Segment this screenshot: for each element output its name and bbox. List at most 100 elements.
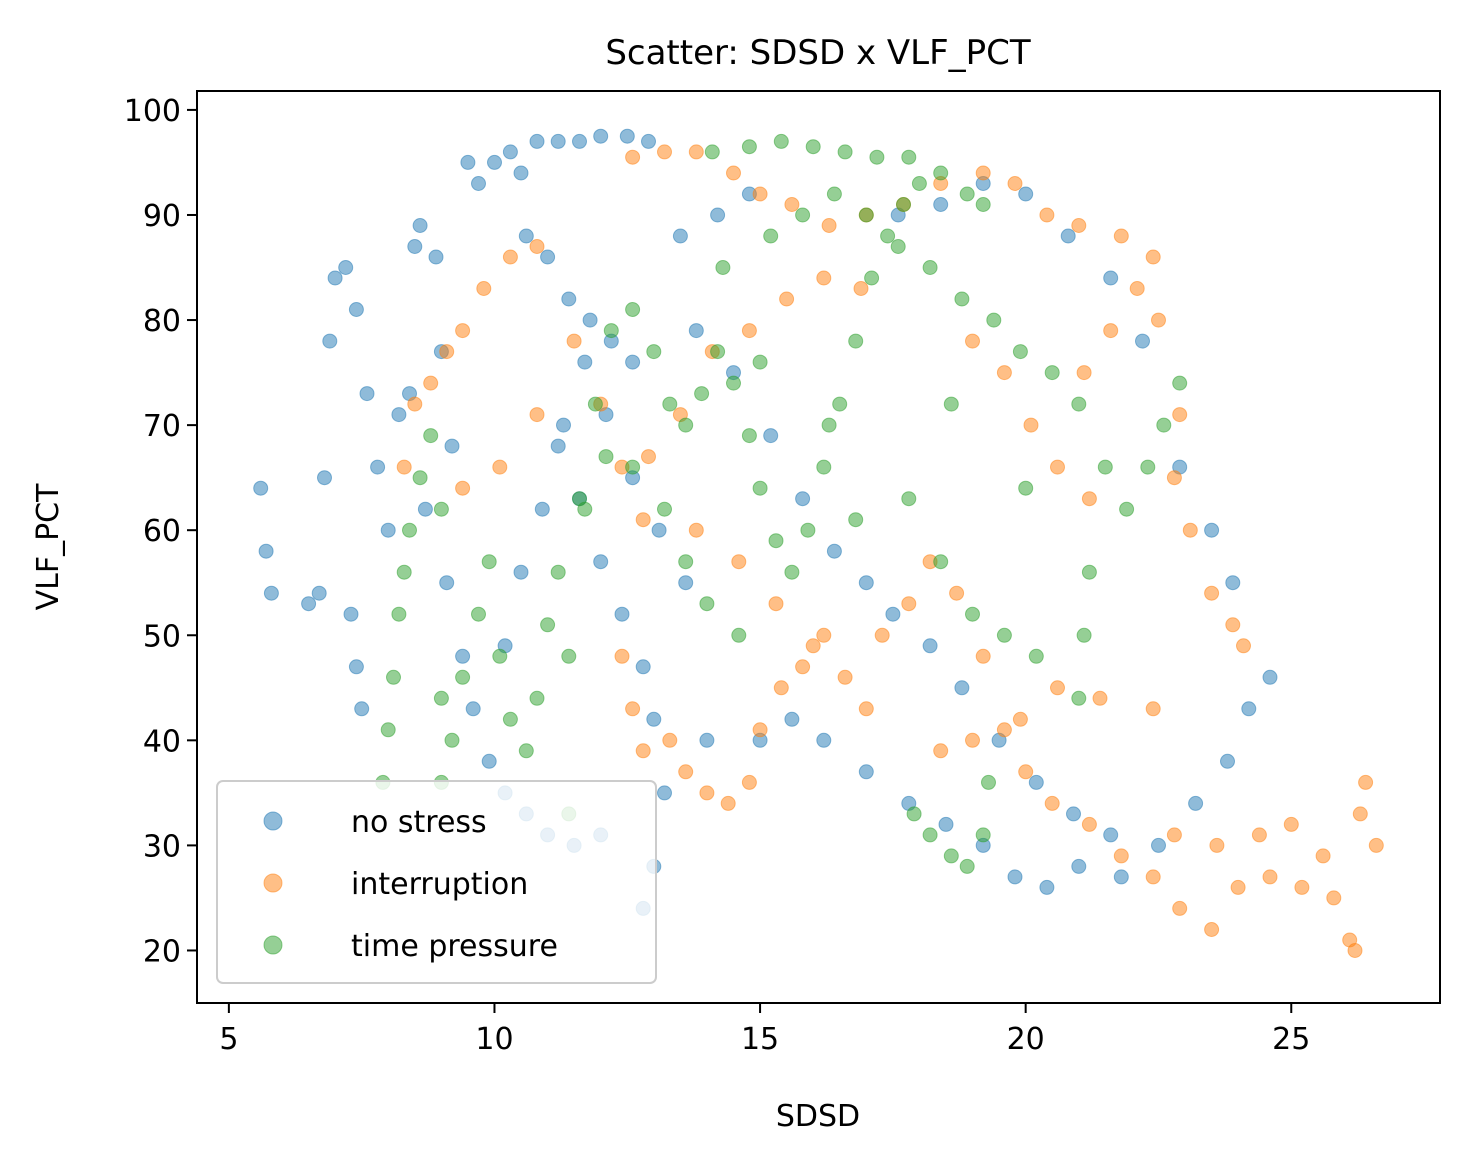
- data-point: [858, 764, 874, 780]
- data-point: [513, 165, 529, 181]
- data-point: [439, 344, 455, 360]
- data-point: [1172, 375, 1188, 391]
- data-point: [635, 743, 651, 759]
- data-point: [943, 396, 959, 412]
- data-point: [922, 638, 938, 654]
- data-point: [1113, 848, 1129, 864]
- data-point: [726, 375, 741, 391]
- data-point: [1225, 617, 1241, 633]
- data-point: [465, 701, 481, 717]
- data-point: [965, 606, 980, 622]
- data-point: [1204, 522, 1220, 538]
- data-point: [1230, 879, 1246, 895]
- data-point: [699, 732, 715, 748]
- data-point: [561, 648, 577, 664]
- data-point: [752, 354, 768, 370]
- data-point: [513, 564, 529, 580]
- data-point: [471, 606, 486, 622]
- data-point: [1151, 837, 1166, 853]
- data-point: [338, 260, 354, 275]
- data-point: [402, 522, 417, 538]
- data-point: [492, 648, 508, 664]
- data-point: [901, 596, 917, 612]
- data-point: [1113, 869, 1129, 885]
- data-point: [864, 270, 880, 286]
- data-point: [1368, 837, 1384, 853]
- data-point: [816, 459, 832, 475]
- x-tick-label: 25: [1272, 1022, 1310, 1057]
- data-point: [1151, 312, 1166, 328]
- legend-label-no-stress: no stress: [351, 805, 487, 840]
- data-point: [635, 512, 651, 528]
- data-point: [370, 459, 386, 475]
- data-point: [965, 333, 980, 349]
- data-point: [816, 627, 832, 643]
- data-point: [922, 260, 938, 275]
- y-axis-label: VLF_PCT: [31, 483, 66, 611]
- data-point: [1156, 417, 1172, 433]
- data-point: [954, 680, 970, 696]
- data-point: [1103, 827, 1119, 843]
- data-point: [795, 491, 811, 507]
- data-point: [869, 149, 885, 165]
- data-point: [1050, 680, 1065, 696]
- data-point: [715, 260, 731, 275]
- data-point: [444, 438, 460, 454]
- legend-label-interruption: interruption: [351, 867, 528, 902]
- data-point: [322, 333, 338, 349]
- data-point: [837, 144, 853, 160]
- data-point: [598, 449, 614, 465]
- data-point: [1028, 648, 1044, 664]
- data-point: [901, 149, 917, 165]
- data-point: [619, 128, 635, 144]
- data-point: [1236, 638, 1251, 654]
- data-point: [906, 806, 922, 822]
- data-point: [816, 270, 832, 286]
- data-point: [492, 459, 508, 475]
- data-point: [1145, 701, 1161, 717]
- data-point: [933, 743, 949, 759]
- y-tick-label: 70: [143, 409, 181, 444]
- data-point: [826, 186, 842, 202]
- data-point: [481, 554, 497, 570]
- data-point: [412, 218, 428, 233]
- data-point: [858, 575, 874, 591]
- data-point: [529, 690, 545, 706]
- data-point: [688, 522, 704, 538]
- data-point: [550, 438, 566, 454]
- data-point: [763, 428, 779, 444]
- data-point: [540, 249, 556, 265]
- data-point: [476, 281, 492, 296]
- data-point: [933, 554, 949, 570]
- data-point: [949, 585, 965, 601]
- data-point: [641, 449, 656, 465]
- data-point: [534, 501, 550, 517]
- data-point: [1358, 774, 1374, 790]
- y-tick-label: 90: [143, 199, 181, 234]
- data-point: [1119, 501, 1135, 517]
- data-point: [635, 659, 651, 675]
- x-tick-label: 15: [741, 1022, 779, 1057]
- data-point: [1140, 459, 1156, 475]
- y-axis: 20 30 40 50 60 70 80 90 100: [124, 94, 197, 969]
- data-point: [959, 858, 975, 874]
- data-point: [678, 575, 694, 591]
- data-point: [795, 207, 811, 223]
- data-point: [412, 470, 428, 486]
- data-point: [662, 396, 678, 412]
- data-point: [699, 785, 715, 801]
- data-point: [752, 480, 768, 496]
- data-point: [1039, 879, 1055, 895]
- x-axis: 5 10 15 20 25: [219, 1003, 1310, 1057]
- data-point: [678, 764, 694, 780]
- data-point: [641, 133, 656, 149]
- legend-marker-time-pressure: [263, 935, 283, 955]
- data-point: [1071, 858, 1087, 874]
- data-point: [1066, 806, 1081, 822]
- data-point: [1204, 922, 1220, 937]
- legend: no stress interruption time pressure: [216, 780, 657, 984]
- data-point: [317, 470, 332, 486]
- data-point: [646, 711, 662, 727]
- data-point: [741, 428, 757, 444]
- data-point: [455, 323, 471, 339]
